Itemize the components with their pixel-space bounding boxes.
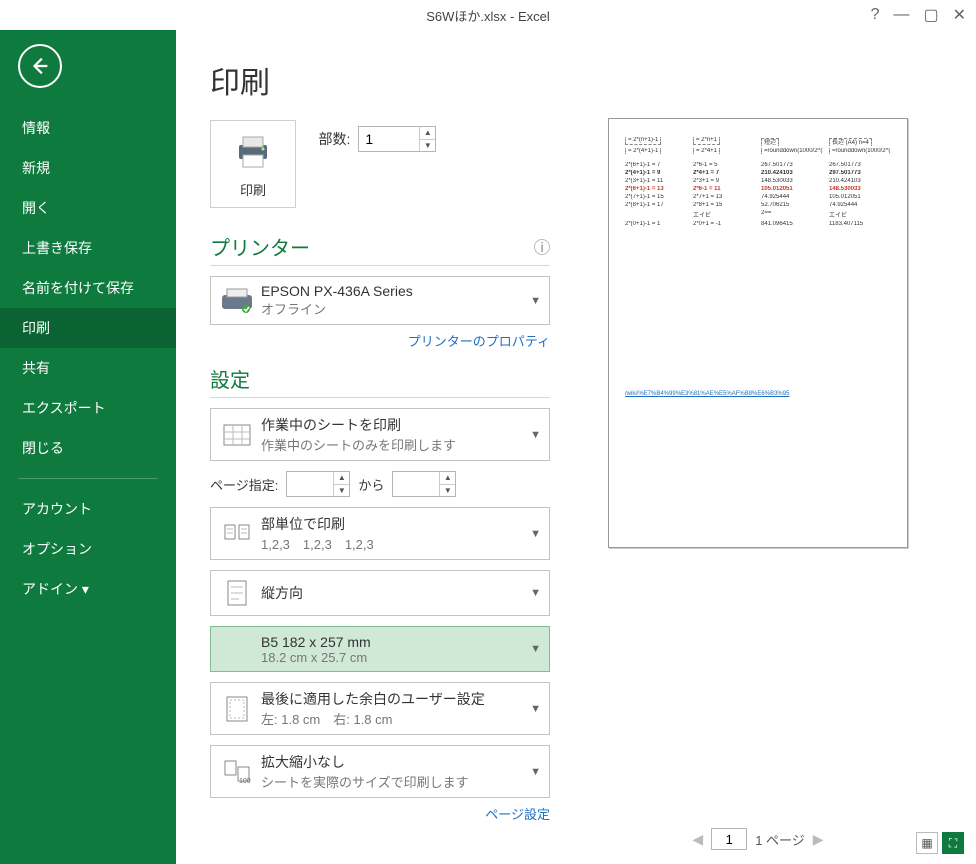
down-icon[interactable]: ▼	[440, 485, 455, 497]
nav-item-8[interactable]: 閉じる	[0, 428, 176, 468]
printer-section-label: プリンター	[210, 232, 310, 261]
back-button[interactable]	[18, 44, 62, 88]
close-icon[interactable]: ✕	[953, 5, 966, 25]
collate-desc: 1,2,3 1,2,3 1,2,3	[261, 534, 530, 553]
sheet-icon	[223, 424, 251, 446]
settings-column: 印刷 印刷 部数: ▲▼	[210, 58, 550, 854]
orientation-selector[interactable]: 縦方向 ▼	[210, 570, 550, 616]
nav-item-1[interactable]: 新規	[0, 148, 176, 188]
copies-input[interactable]	[359, 127, 419, 151]
maximize-icon[interactable]: ▢	[923, 5, 938, 25]
page-range-row: ページ指定: ▲▼ から ▲▼	[210, 471, 550, 497]
orientation-label: 縦方向	[261, 583, 530, 603]
print-what-label: 作業中のシートを印刷	[261, 415, 530, 435]
nav-item-4[interactable]: 名前を付けて保存	[0, 268, 176, 308]
print-what-desc: 作業中のシートのみを印刷します	[261, 435, 530, 454]
scaling-label: 拡大縮小なし	[261, 752, 530, 772]
printer-icon	[233, 135, 273, 169]
nav-bottom-item-1[interactable]: オプション	[0, 529, 176, 569]
down-icon[interactable]: ▼	[334, 485, 349, 497]
chevron-down-icon: ▼	[530, 528, 541, 540]
paper-size-selector[interactable]: B5 182 x 257 mm18.2 cm x 25.7 cm ▼	[210, 626, 550, 672]
page-total-label: 1 ページ	[755, 830, 805, 849]
nav-item-0[interactable]: 情報	[0, 108, 176, 148]
nav-bottom-item-0[interactable]: アカウント	[0, 489, 176, 529]
svg-text:100: 100	[239, 778, 251, 785]
page-from-input[interactable]	[287, 472, 333, 496]
pager: ◀ 1 ページ ▶	[570, 818, 946, 854]
copies-down-icon[interactable]: ▼	[420, 140, 435, 152]
printer-selector[interactable]: EPSON PX-436A Series オフライン ▼	[210, 276, 550, 325]
page-title: 印刷	[210, 58, 550, 102]
nav-item-6[interactable]: 共有	[0, 348, 176, 388]
margins-icon	[225, 695, 249, 723]
main-panel: 印刷 印刷 部数: ▲▼	[176, 30, 976, 864]
print-what-selector[interactable]: 作業中のシートを印刷作業中のシートのみを印刷します ▼	[210, 408, 550, 461]
scaling-selector[interactable]: 100 拡大縮小なしシートを実際のサイズで印刷します ▼	[210, 745, 550, 798]
window-title: S6Wほか.xlsx - Excel	[426, 6, 550, 25]
scaling-desc: シートを実際のサイズで印刷します	[261, 772, 530, 791]
copies-spinner[interactable]: ▲▼	[358, 126, 436, 152]
page-range-to-label: から	[358, 475, 384, 494]
nav-bottom-item-2[interactable]: アドイン ▾	[0, 569, 176, 609]
collate-label: 部単位で印刷	[261, 514, 530, 534]
copies-label: 部数:	[318, 129, 350, 149]
up-icon[interactable]: ▲	[440, 472, 455, 485]
paper-size-desc: 18.2 cm x 25.7 cm	[261, 650, 530, 665]
current-page-input[interactable]	[711, 828, 747, 850]
nav-item-5[interactable]: 印刷	[0, 308, 176, 348]
printer-section-head: プリンター i	[210, 232, 550, 266]
chevron-down-icon: ▼	[530, 429, 541, 441]
page-from-spinner[interactable]: ▲▼	[286, 471, 350, 497]
nav-separator	[18, 478, 158, 479]
margins-selector[interactable]: 最後に適用した余白のユーザー設定左: 1.8 cm 右: 1.8 cm ▼	[210, 682, 550, 735]
up-icon[interactable]: ▲	[334, 472, 349, 485]
printer-status: オフライン	[261, 299, 530, 318]
chevron-down-icon: ▼	[530, 703, 541, 715]
page-setup-link[interactable]: ページ設定	[210, 804, 550, 823]
collate-selector[interactable]: 部単位で印刷1,2,3 1,2,3 1,2,3 ▼	[210, 507, 550, 560]
window-controls: ? — ▢ ✕	[871, 5, 976, 25]
show-margins-button[interactable]: ▦	[916, 832, 938, 854]
margins-desc: 左: 1.8 cm 右: 1.8 cm	[261, 709, 530, 728]
printer-device-icon	[220, 287, 254, 315]
settings-section-label: 設定	[210, 364, 250, 393]
print-button[interactable]: 印刷	[210, 120, 296, 208]
copies-control: 部数: ▲▼	[318, 126, 436, 152]
paper-size-label: B5 182 x 257 mm	[261, 634, 530, 650]
zoom-controls: ▦ ⛶	[916, 832, 964, 854]
margins-label: 最後に適用した余白のユーザー設定	[261, 689, 530, 709]
minimize-icon[interactable]: —	[893, 6, 909, 24]
arrow-left-icon	[29, 55, 51, 77]
chevron-down-icon: ▼	[530, 643, 541, 655]
title-bar: S6Wほか.xlsx - Excel ? — ▢ ✕	[0, 0, 976, 30]
printer-name: EPSON PX-436A Series	[261, 283, 530, 299]
preview-column: = 2*(n+1)-1= 2*n+1短辺長辺 (A4) n=4= 2*(4+1)…	[570, 58, 946, 854]
page-to-input[interactable]	[393, 472, 439, 496]
main-container: 情報新規開く上書き保存名前を付けて保存印刷共有エクスポート閉じる アカウントオプ…	[0, 30, 976, 864]
settings-section-head: 設定	[210, 364, 550, 398]
zoom-to-page-button[interactable]: ⛶	[942, 832, 964, 854]
nav-item-7[interactable]: エクスポート	[0, 388, 176, 428]
copies-up-icon[interactable]: ▲	[420, 127, 435, 140]
page-to-spinner[interactable]: ▲▼	[392, 471, 456, 497]
page-range-label: ページ指定:	[210, 475, 278, 494]
scaling-icon: 100	[223, 759, 251, 785]
collate-icon	[223, 523, 251, 545]
chevron-down-icon: ▼	[530, 766, 541, 778]
print-preview: = 2*(n+1)-1= 2*n+1短辺長辺 (A4) n=4= 2*(4+1)…	[608, 118, 908, 548]
printer-properties-link[interactable]: プリンターのプロパティ	[210, 331, 550, 350]
chevron-down-icon: ▼	[530, 587, 541, 599]
nav-item-2[interactable]: 開く	[0, 188, 176, 228]
help-icon[interactable]: ?	[871, 6, 880, 24]
prev-page-icon[interactable]: ◀	[692, 831, 703, 848]
nav-item-3[interactable]: 上書き保存	[0, 228, 176, 268]
next-page-icon[interactable]: ▶	[813, 831, 824, 848]
portrait-icon	[226, 579, 248, 607]
info-icon[interactable]: i	[534, 239, 550, 255]
preview-link-text: /wiki/%E7%B4%99%E3%81%AE%E5%AF%B8%E6%B3%…	[625, 391, 789, 397]
chevron-down-icon: ▼	[530, 295, 541, 307]
backstage-sidebar: 情報新規開く上書き保存名前を付けて保存印刷共有エクスポート閉じる アカウントオプ…	[0, 30, 176, 864]
print-button-label: 印刷	[233, 180, 273, 199]
